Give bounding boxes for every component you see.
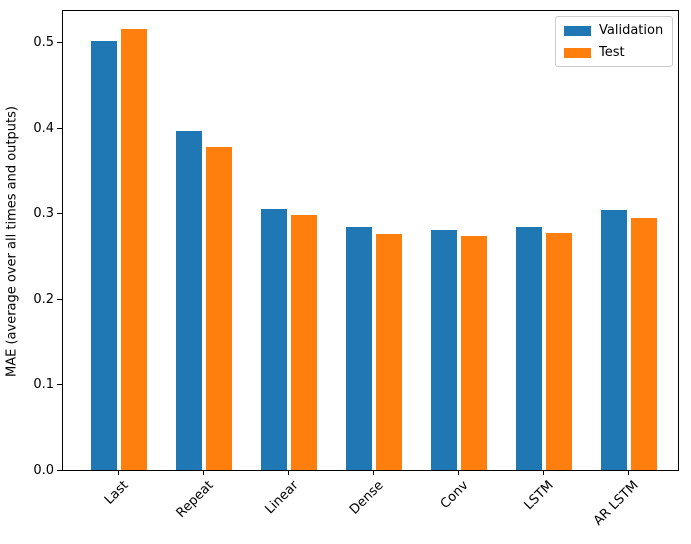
bar-validation-repeat bbox=[175, 131, 202, 470]
bar-test-linear bbox=[290, 215, 317, 470]
y-tick-label: 0.2 bbox=[33, 292, 54, 307]
bar-validation-last bbox=[90, 41, 117, 470]
legend-label: Validation bbox=[599, 23, 664, 38]
legend-swatch-test bbox=[564, 47, 591, 58]
legend-swatch-validation bbox=[564, 25, 591, 36]
x-tick-mark bbox=[118, 471, 119, 475]
bar-test-repeat bbox=[205, 147, 232, 470]
bar-test-last bbox=[120, 29, 147, 470]
y-tick-label: 0.0 bbox=[33, 463, 54, 478]
legend-entry-test: Test bbox=[564, 45, 664, 60]
bar-validation-dense bbox=[345, 227, 372, 470]
y-tick-label: 0.4 bbox=[33, 121, 54, 136]
y-tick-mark bbox=[57, 128, 62, 129]
x-tick-mark bbox=[288, 471, 289, 475]
x-tick-mark bbox=[203, 471, 204, 475]
y-tick-mark bbox=[57, 384, 62, 385]
bar-test-lstm bbox=[545, 233, 572, 470]
x-tick-mark bbox=[628, 471, 629, 475]
bar-test-dense bbox=[375, 234, 402, 470]
x-tick-label-last: Last bbox=[101, 478, 132, 508]
y-tick-mark bbox=[57, 299, 62, 300]
bar-test-ar-lstm bbox=[630, 218, 657, 470]
y-tick-label: 0.1 bbox=[33, 377, 54, 392]
y-axis-label: MAE (average over all times and outputs) bbox=[4, 106, 20, 377]
legend-label: Test bbox=[599, 45, 625, 60]
y-tick-label: 0.5 bbox=[33, 35, 54, 50]
bar-validation-linear bbox=[260, 209, 287, 470]
legend-entry-validation: Validation bbox=[564, 23, 664, 38]
x-tick-mark bbox=[458, 471, 459, 475]
y-tick-mark bbox=[57, 213, 62, 214]
y-tick-label: 0.3 bbox=[33, 206, 54, 221]
y-tick-mark bbox=[57, 470, 62, 471]
plot-area bbox=[62, 10, 679, 471]
bar-validation-lstm bbox=[515, 227, 542, 470]
bar-validation-ar-lstm bbox=[600, 210, 627, 470]
x-tick-mark bbox=[543, 471, 544, 475]
y-tick-mark bbox=[57, 42, 62, 43]
x-tick-mark bbox=[373, 471, 374, 475]
legend: Validation Test bbox=[555, 16, 673, 67]
bar-validation-conv bbox=[430, 230, 457, 470]
bar-test-conv bbox=[460, 236, 487, 470]
